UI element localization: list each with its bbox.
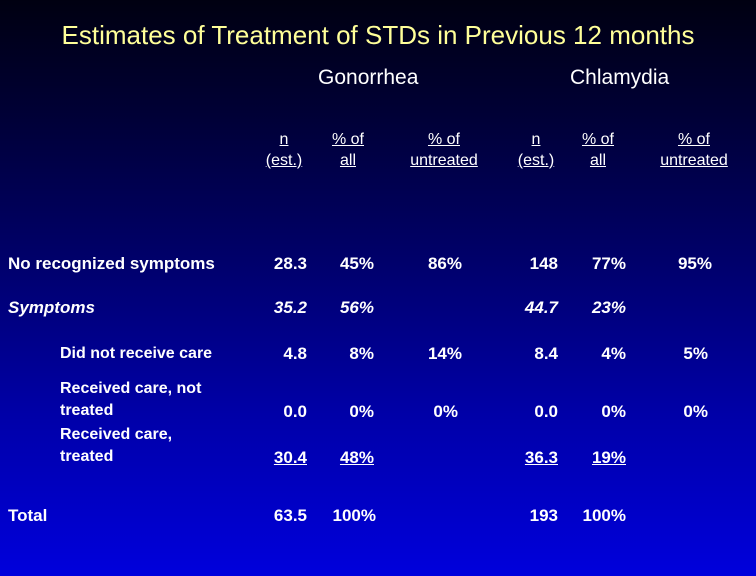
cell-chlamydia-pct-all: 23% (591, 298, 626, 317)
row-label-line: Received care, (60, 426, 173, 443)
cell-gonorrhea-pct-all: 100% (332, 506, 376, 525)
cell-chlamydia-n: 36.3 (524, 448, 558, 467)
cell-chlamydia-pct-untreated: 95% (677, 254, 712, 273)
col-header-line: n (531, 131, 541, 148)
row-label-care-not-treated: Received care, not treated (60, 378, 201, 422)
cell-gonorrhea-n: 4.8 (283, 344, 307, 363)
col-header-gonorrhea-pct-untreated: % of untreated (388, 129, 500, 171)
col-header-line: % of (677, 131, 710, 148)
group-header-gonorrhea: Gonorrhea (318, 66, 419, 89)
cell-gonorrhea-n: 28.3 (273, 254, 307, 273)
cell-chlamydia-pct-all: 77% (591, 254, 626, 273)
cell-chlamydia-n: 8.4 (534, 344, 558, 363)
row-label-symptoms: Symptoms (8, 298, 95, 317)
row-label-line: treated (60, 402, 114, 419)
group-header-chlamydia: Chlamydia (570, 66, 670, 89)
row-label-total: Total (8, 506, 48, 525)
col-header-line: % of (427, 131, 460, 148)
cell-gonorrhea-n: 35.2 (273, 298, 307, 317)
col-header-gonorrhea-n: n (est.) (250, 129, 318, 171)
cell-chlamydia-n: 193 (529, 506, 558, 525)
cell-gonorrhea-pct-untreated: 14% (427, 344, 462, 363)
cell-gonorrhea-pct-all: 45% (339, 254, 374, 273)
row-label-no-symptoms: No recognized symptoms (8, 254, 215, 273)
row-label-line: treated (60, 448, 114, 465)
cell-chlamydia-pct-all: 19% (591, 448, 626, 467)
cell-gonorrhea-pct-untreated: 86% (427, 254, 462, 273)
cell-chlamydia-n: 44.7 (524, 298, 558, 317)
col-header-line: % of (331, 131, 364, 148)
col-header-line: (est.) (517, 152, 555, 169)
cell-gonorrhea-pct-untreated: 0% (433, 402, 458, 421)
col-header-line: untreated (660, 152, 728, 169)
cell-chlamydia-n: 0.0 (534, 402, 558, 421)
cell-chlamydia-n: 148 (529, 254, 558, 273)
cell-gonorrhea-n: 63.5 (273, 506, 307, 525)
cell-chlamydia-pct-untreated: 5% (683, 344, 708, 363)
cell-gonorrhea-pct-all: 8% (349, 344, 374, 363)
cell-chlamydia-pct-all: 0% (601, 402, 626, 421)
cell-gonorrhea-pct-all: 48% (339, 448, 374, 467)
col-header-chlamydia-pct-untreated: % of untreated (638, 129, 750, 171)
col-header-line: all (339, 152, 356, 169)
cell-gonorrhea-pct-all: 0% (349, 402, 374, 421)
row-label-care-treated: Received care, treated (60, 424, 172, 468)
cell-gonorrhea-n: 0.0 (283, 402, 307, 421)
slide-title: Estimates of Treatment of STDs in Previo… (61, 20, 695, 50)
col-header-chlamydia-n: n (est.) (502, 129, 570, 171)
cell-gonorrhea-n: 30.4 (273, 448, 307, 467)
cell-chlamydia-pct-all: 100% (582, 506, 626, 525)
row-label-no-care: Did not receive care (60, 345, 213, 362)
col-header-gonorrhea-pct-all: % of all (318, 129, 378, 171)
col-header-chlamydia-pct-all: % of all (568, 129, 628, 171)
col-header-line: all (589, 152, 606, 169)
col-header-line: n (279, 131, 289, 148)
col-header-line: (est.) (265, 152, 303, 169)
col-header-line: % of (581, 131, 614, 148)
cell-gonorrhea-pct-all: 56% (339, 298, 374, 317)
cell-chlamydia-pct-all: 4% (601, 344, 626, 363)
cell-chlamydia-pct-untreated: 0% (683, 402, 708, 421)
row-label-line: Received care, not (60, 380, 202, 397)
col-header-line: untreated (410, 152, 478, 169)
